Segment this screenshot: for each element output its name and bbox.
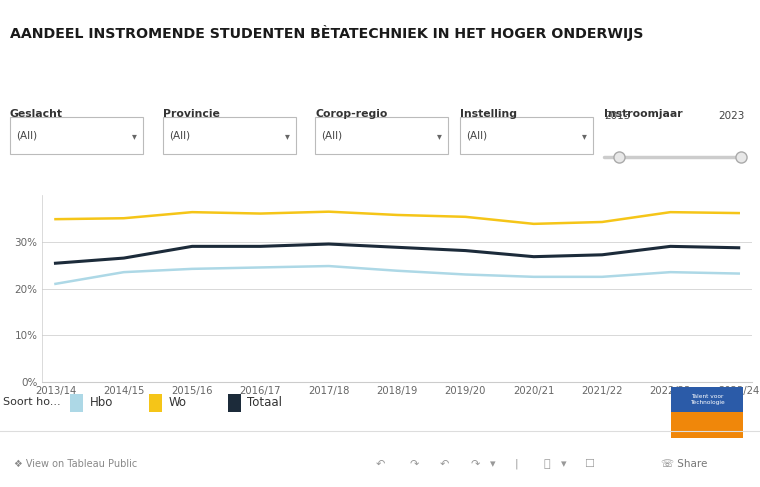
FancyBboxPatch shape	[460, 116, 593, 154]
Text: ☐: ☐	[584, 459, 594, 469]
Text: ▾: ▾	[561, 459, 567, 469]
Text: (All): (All)	[466, 131, 487, 141]
Text: ▾: ▾	[438, 131, 442, 141]
Text: Instroomjaar: Instroomjaar	[604, 109, 682, 119]
Text: |: |	[515, 459, 518, 469]
Text: ❖ View on Tableau Public: ❖ View on Tableau Public	[14, 459, 137, 469]
Text: Hbo: Hbo	[90, 396, 112, 409]
Text: Wo: Wo	[169, 396, 186, 409]
Text: ▾: ▾	[582, 131, 587, 141]
Text: (All): (All)	[321, 131, 343, 141]
Text: AANDEEL INSTROMENDE STUDENTEN BÈTATECHNIEK IN HET HOGER ONDERWIJS: AANDEEL INSTROMENDE STUDENTEN BÈTATECHNI…	[10, 24, 643, 40]
Text: Geslacht: Geslacht	[10, 109, 63, 119]
Text: Soort ho...: Soort ho...	[3, 397, 61, 407]
Text: ▾: ▾	[286, 131, 290, 141]
Text: ☏ Share: ☏ Share	[661, 459, 708, 469]
Text: (All): (All)	[169, 131, 191, 141]
Text: ↷: ↷	[470, 459, 480, 469]
FancyBboxPatch shape	[70, 394, 84, 412]
FancyBboxPatch shape	[228, 394, 242, 412]
FancyBboxPatch shape	[149, 394, 163, 412]
FancyBboxPatch shape	[163, 116, 296, 154]
Text: Instelling: Instelling	[460, 109, 517, 119]
FancyBboxPatch shape	[671, 412, 743, 438]
Text: 2023: 2023	[718, 111, 745, 121]
Text: ↶: ↶	[440, 459, 449, 469]
FancyBboxPatch shape	[315, 116, 448, 154]
Text: ↷: ↷	[410, 459, 419, 469]
Text: (All): (All)	[16, 131, 37, 141]
Text: 2013: 2013	[604, 111, 631, 121]
Text: Talent voor
Technologie: Talent voor Technologie	[690, 394, 724, 405]
Text: ▾: ▾	[489, 459, 496, 469]
Text: ▾: ▾	[132, 131, 137, 141]
FancyBboxPatch shape	[10, 116, 143, 154]
Text: Totaal: Totaal	[248, 396, 283, 409]
FancyBboxPatch shape	[671, 387, 743, 412]
Text: Corop-regio: Corop-regio	[315, 109, 388, 119]
Text: ⎕: ⎕	[544, 459, 550, 469]
Text: ↶: ↶	[375, 459, 385, 469]
Text: Provincie: Provincie	[163, 109, 220, 119]
